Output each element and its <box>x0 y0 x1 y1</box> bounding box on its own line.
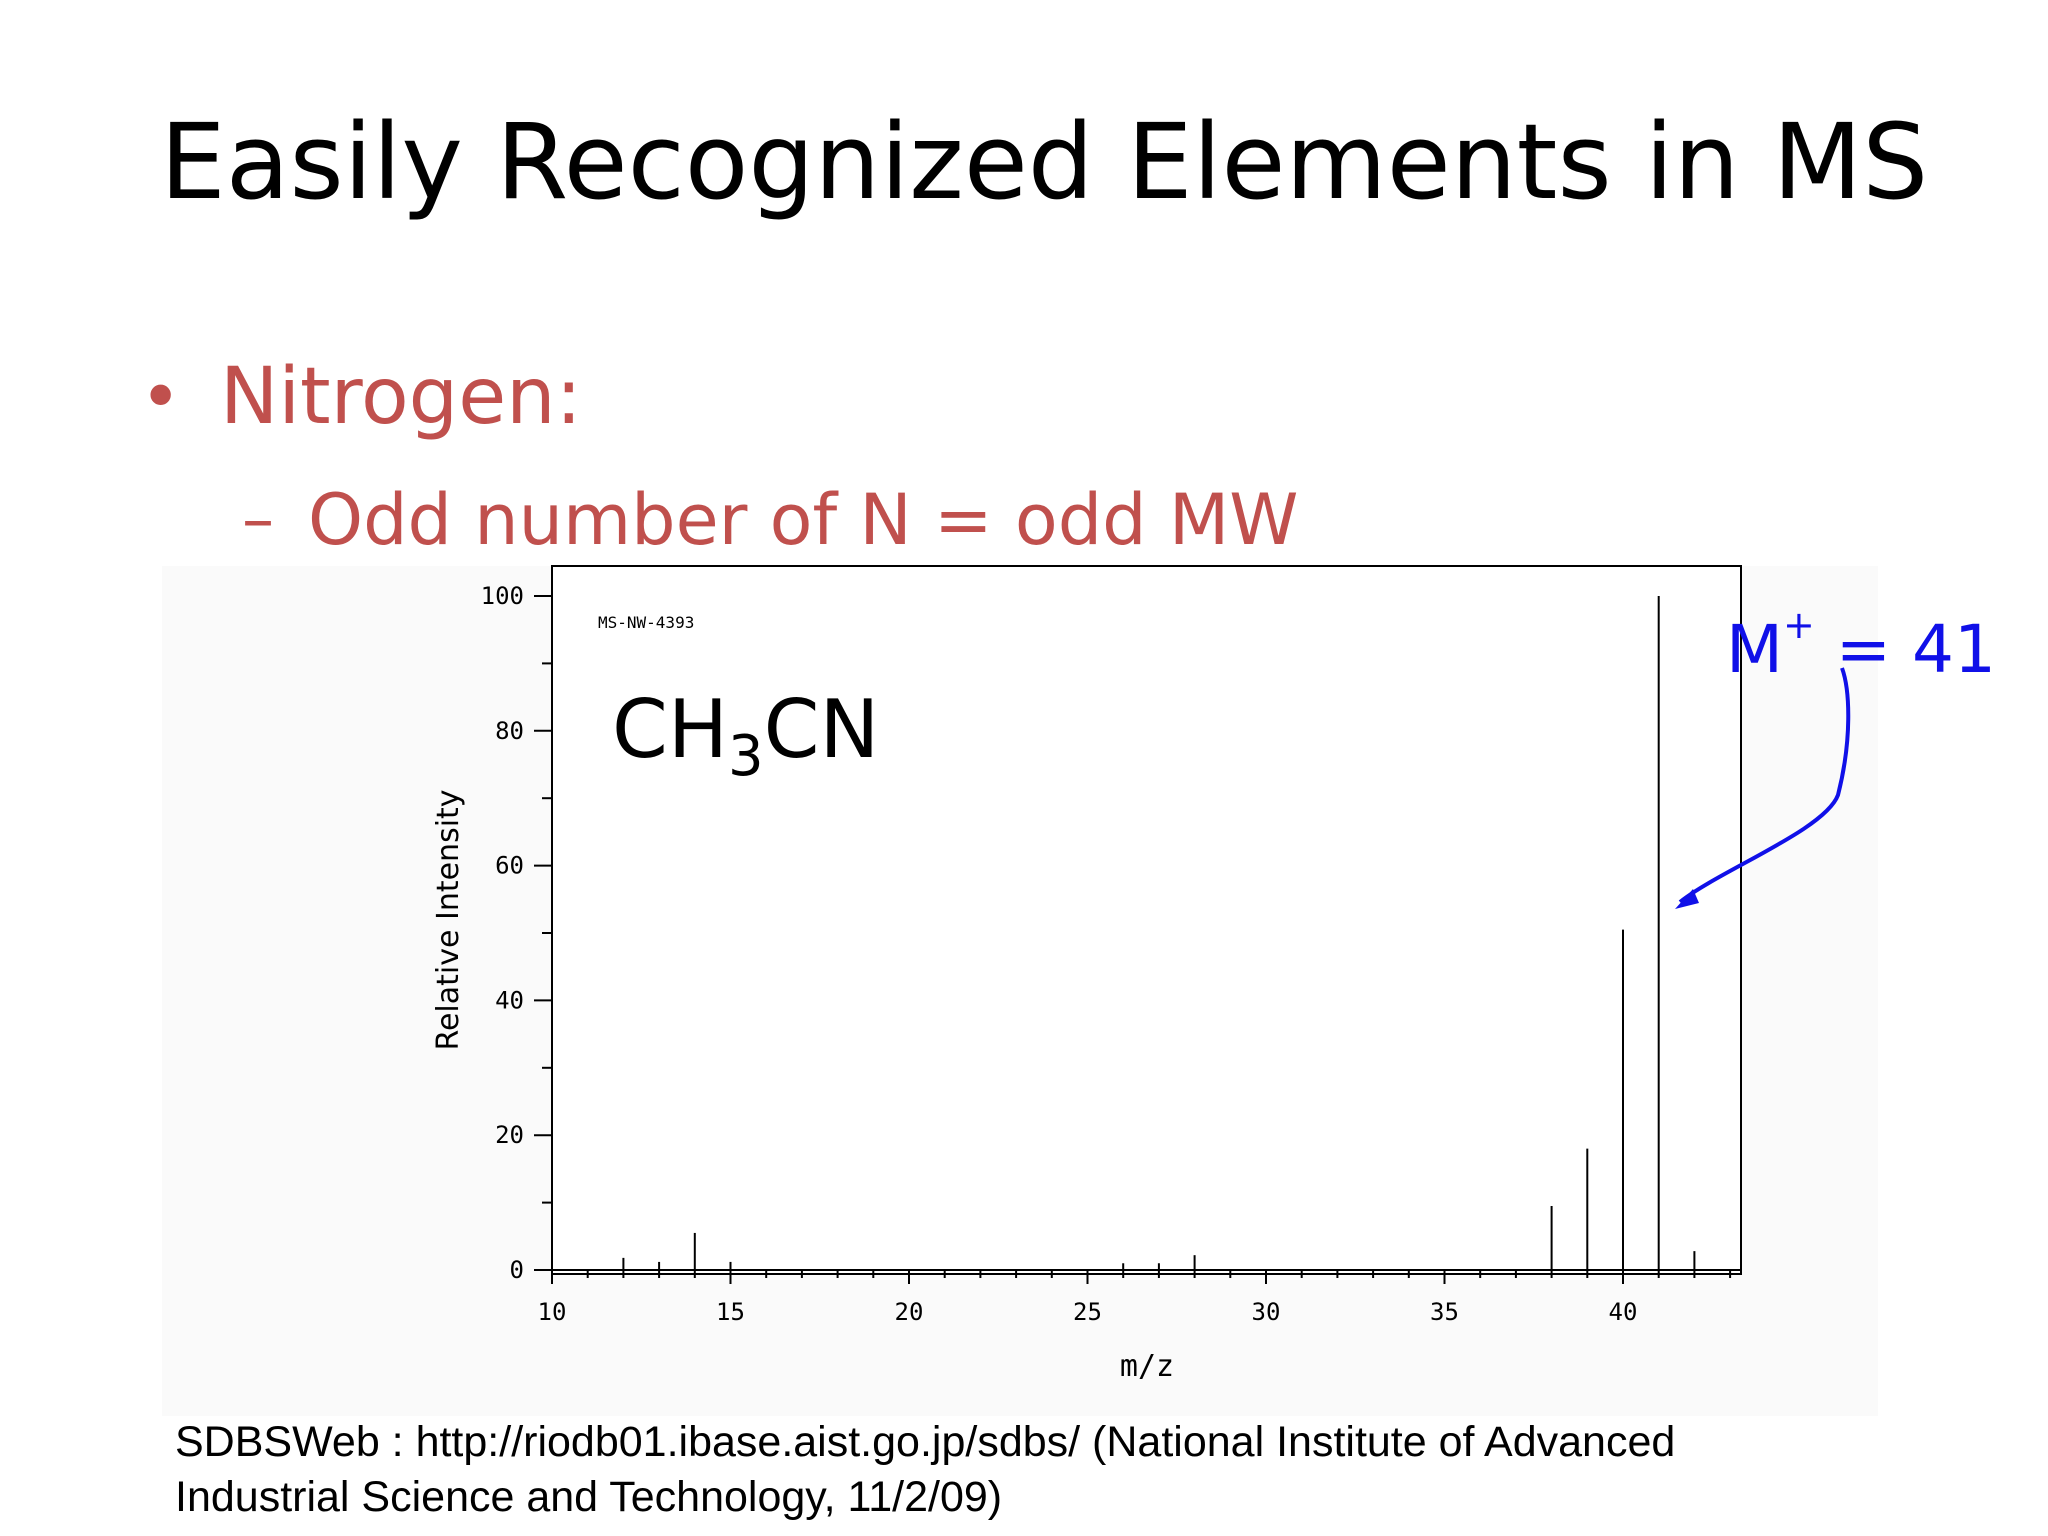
y-tick-label: 80 <box>495 717 524 745</box>
sub-bullet-marker: – <box>242 483 274 557</box>
slide-title: Easily Recognized Elements in MS <box>160 101 1929 223</box>
citation: SDBSWeb : http://riodb01.ibase.aist.go.j… <box>175 1415 1675 1525</box>
molecular-ion-superscript: + <box>1783 603 1815 647</box>
sub-bullet-text: Odd number of N = odd MW <box>308 479 1299 561</box>
x-tick-label: 15 <box>716 1298 745 1326</box>
spectrum-id-label: MS-NW-4393 <box>598 613 694 632</box>
bullet-marker: • <box>140 356 182 438</box>
x-tick-label: 30 <box>1252 1298 1281 1326</box>
sub-bullet-odd-mw: – Odd number of N = odd MW <box>242 480 1298 560</box>
molecular-ion-base: M <box>1726 611 1783 688</box>
citation-line-2: Industrial Science and Technology, 11/2/… <box>175 1473 1003 1521</box>
x-tick-label: 40 <box>1609 1298 1638 1326</box>
x-tick-label: 10 <box>538 1298 567 1326</box>
y-tick-label: 20 <box>495 1121 524 1149</box>
arrow-head-icon <box>1675 889 1699 909</box>
y-tick-label: 0 <box>510 1256 524 1284</box>
x-axis-label: m/z <box>1120 1349 1174 1384</box>
y-tick-label: 100 <box>481 582 524 610</box>
y-tick-label: 40 <box>495 986 524 1014</box>
x-tick-label: 35 <box>1430 1298 1459 1326</box>
molecular-ion-label: M+ = 41 <box>1726 603 1996 688</box>
bullet-text: Nitrogen: <box>220 352 582 442</box>
y-tick-label: 60 <box>495 852 524 880</box>
bullet-nitrogen: • Nitrogen: <box>140 352 582 442</box>
formula-tail: CN <box>764 683 880 776</box>
peaks-layer <box>622 596 1696 1270</box>
axes-layer: 10 15 20 25 30 35 40 0 20 40 60 80 100 <box>481 582 1741 1326</box>
molecular-ion-rest: = 41 <box>1815 611 1996 688</box>
x-tick-label: 25 <box>1073 1298 1102 1326</box>
arrow-to-molecular-ion <box>1678 667 1851 904</box>
plot-frame <box>551 565 1742 1275</box>
formula-label: CH3CN <box>612 683 879 789</box>
formula-subscript: 3 <box>728 724 764 789</box>
formula-main: CH <box>612 683 728 776</box>
y-axis-label: Relative Intensity <box>431 789 466 1050</box>
x-tick-label: 20 <box>895 1298 924 1326</box>
citation-line-1: SDBSWeb : http://riodb01.ibase.aist.go.j… <box>175 1418 1676 1466</box>
